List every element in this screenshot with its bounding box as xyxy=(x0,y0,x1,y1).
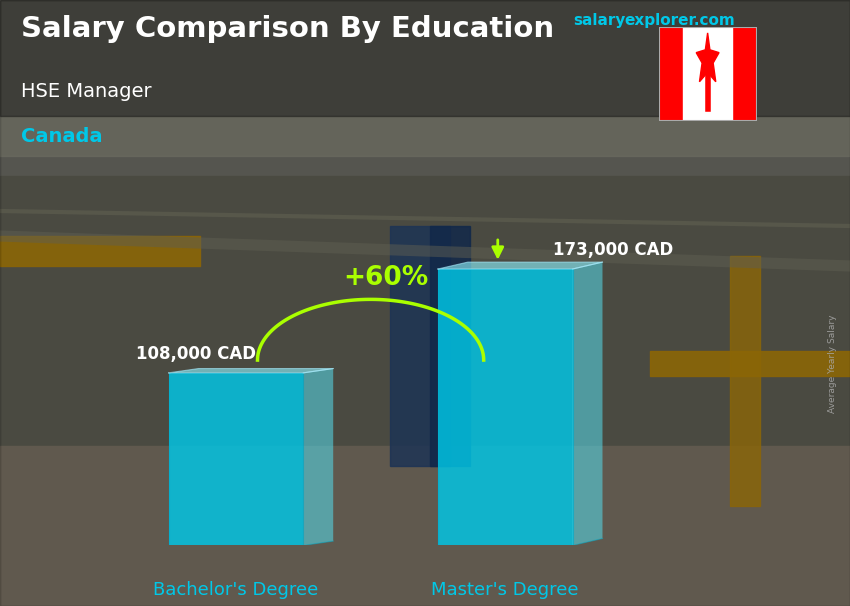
Bar xyxy=(0,236,200,266)
Text: Salary Comparison By Education: Salary Comparison By Education xyxy=(21,15,554,43)
Polygon shape xyxy=(168,368,333,373)
Bar xyxy=(0,446,850,606)
Bar xyxy=(430,226,470,466)
Bar xyxy=(650,351,850,376)
Bar xyxy=(730,256,760,506)
Polygon shape xyxy=(438,269,573,545)
Text: explorer.com: explorer.com xyxy=(625,13,735,28)
Polygon shape xyxy=(168,373,303,545)
Bar xyxy=(0,0,850,226)
Bar xyxy=(390,226,450,466)
Text: 108,000 CAD: 108,000 CAD xyxy=(135,345,256,363)
Text: Master's Degree: Master's Degree xyxy=(432,581,579,599)
Polygon shape xyxy=(303,368,333,545)
Text: Average Yearly Salary: Average Yearly Salary xyxy=(828,315,837,413)
Polygon shape xyxy=(438,262,603,269)
Polygon shape xyxy=(696,33,719,82)
Text: +60%: +60% xyxy=(343,265,428,291)
Text: salary: salary xyxy=(574,13,626,28)
Bar xyxy=(683,27,732,121)
Bar xyxy=(0,176,850,456)
Bar xyxy=(0,0,850,116)
Text: Canada: Canada xyxy=(21,127,103,146)
Text: HSE Manager: HSE Manager xyxy=(21,82,152,101)
Text: Bachelor's Degree: Bachelor's Degree xyxy=(153,581,319,599)
Bar xyxy=(732,27,756,121)
Polygon shape xyxy=(573,262,603,545)
Bar xyxy=(0,0,850,156)
Text: 173,000 CAD: 173,000 CAD xyxy=(552,241,673,259)
Bar xyxy=(659,27,683,121)
